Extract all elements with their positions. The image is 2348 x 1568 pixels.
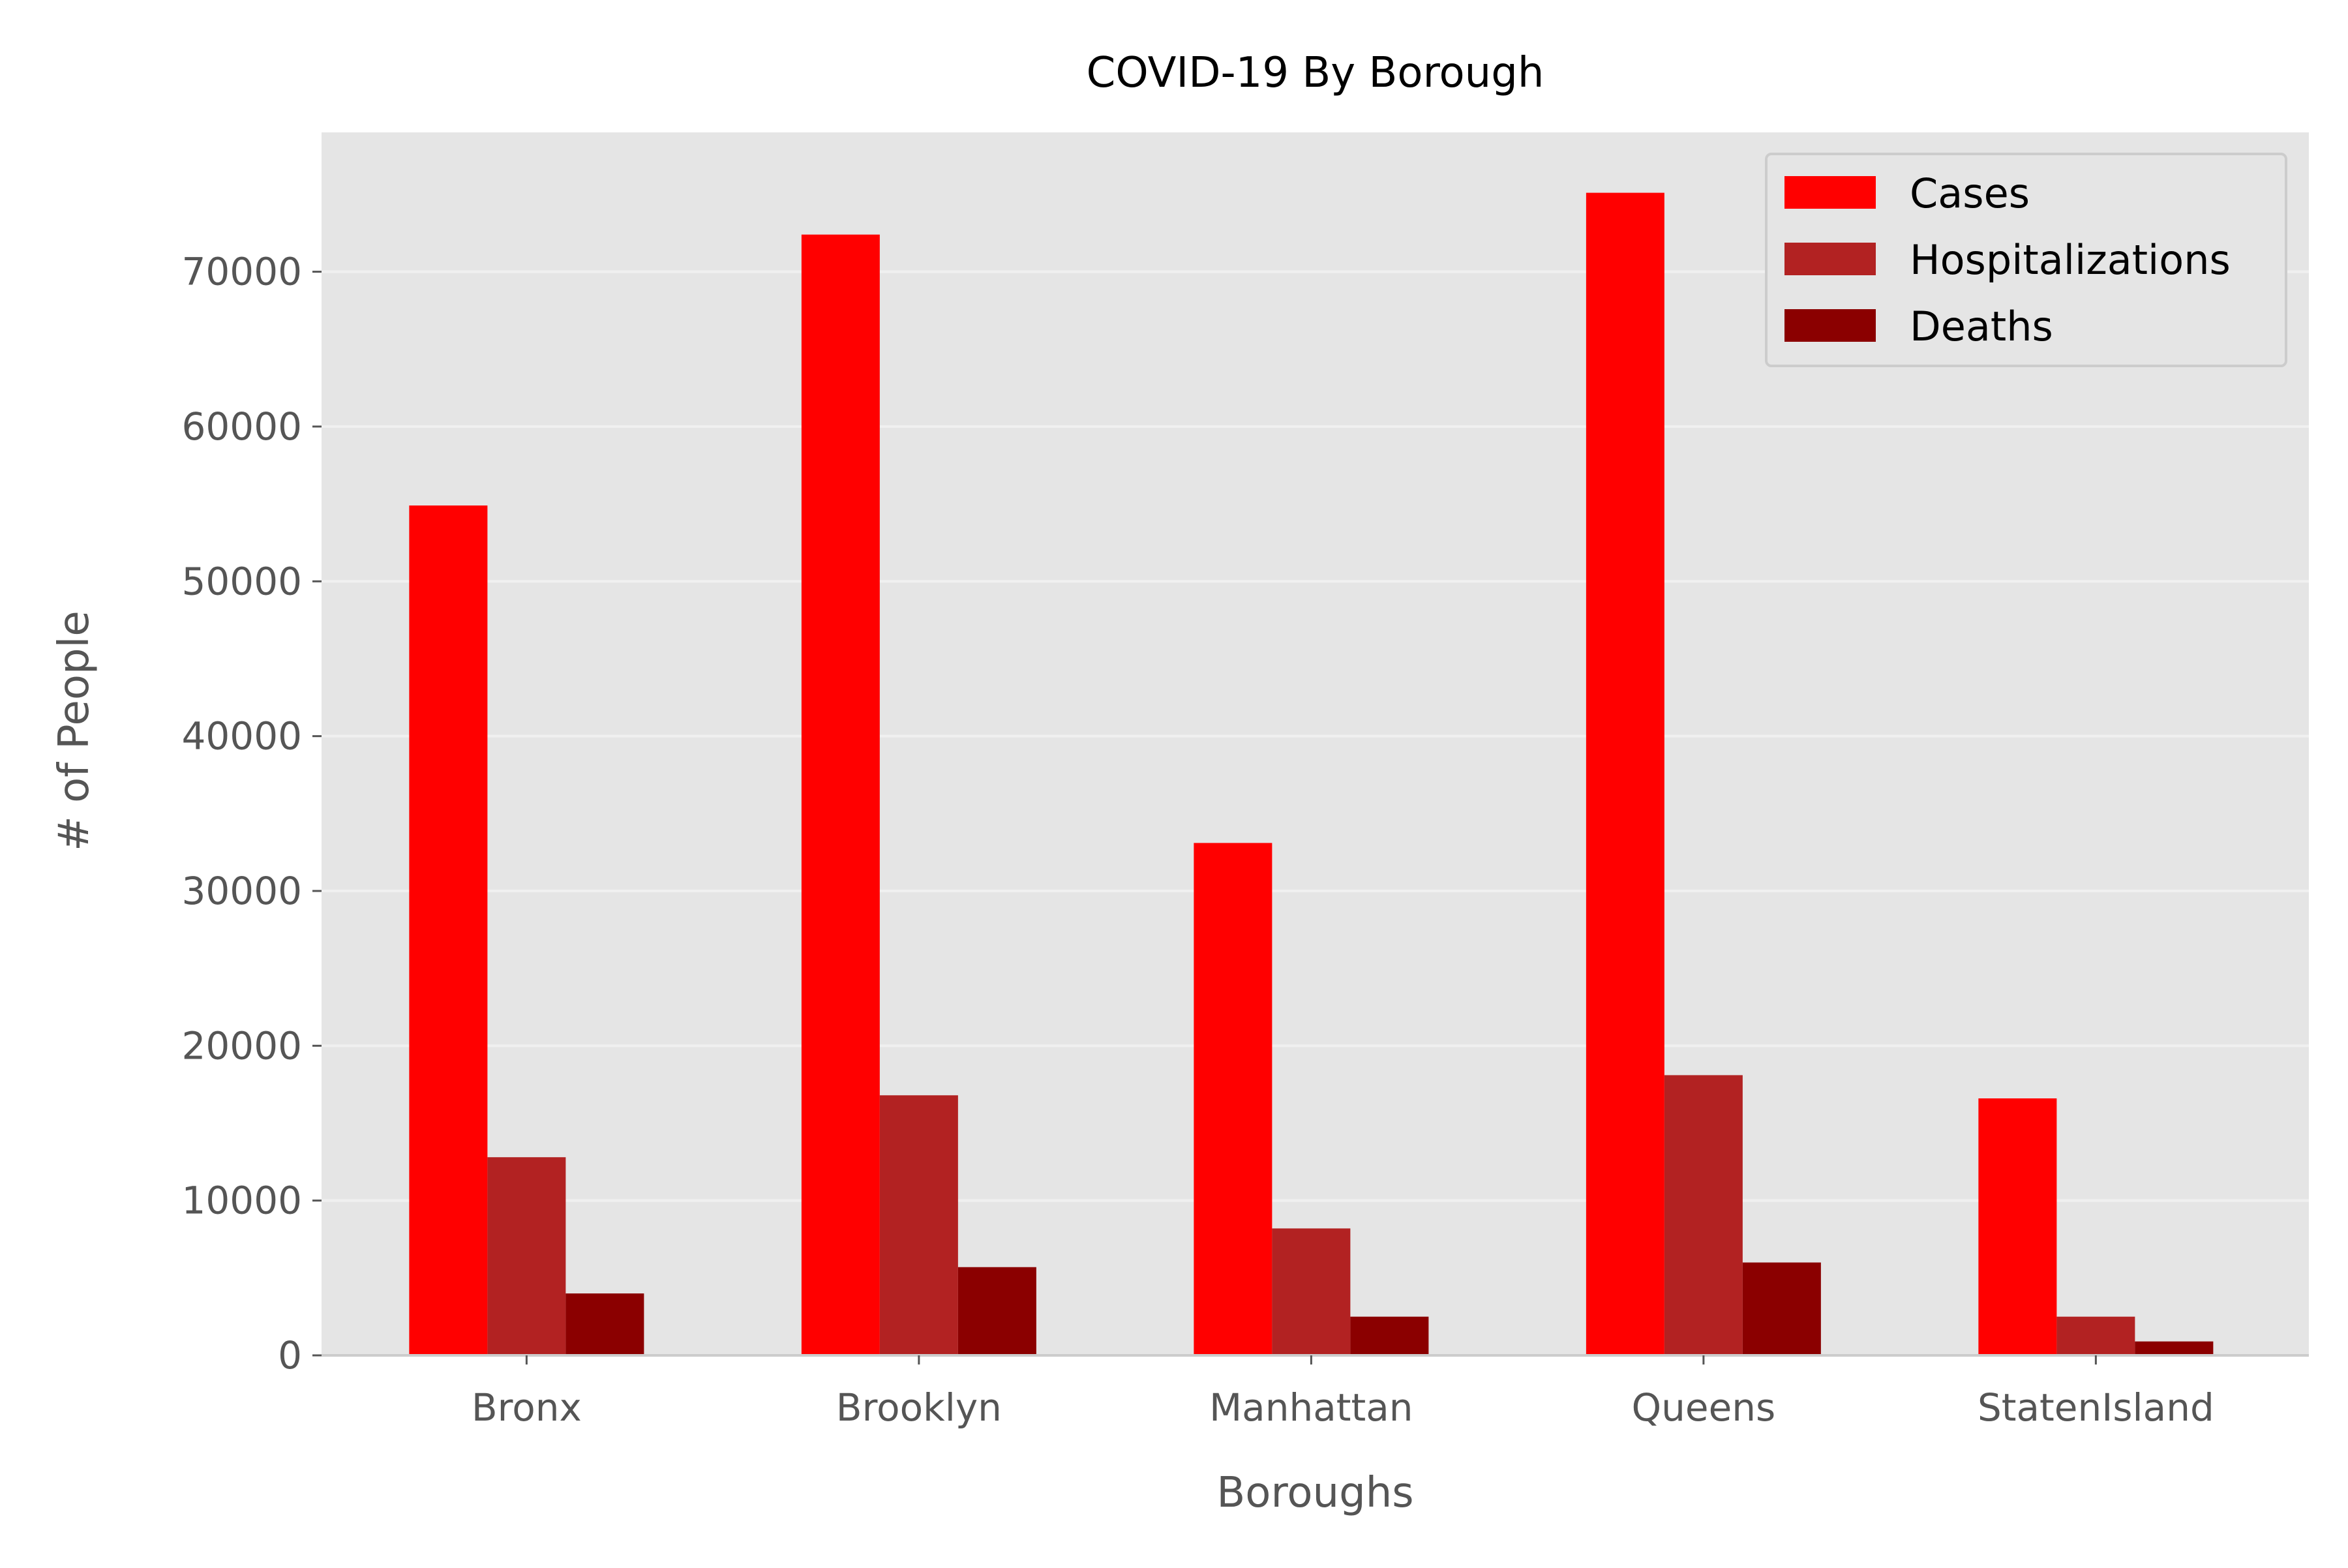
y-tick-label: 70000 — [181, 250, 302, 294]
bar-hospitalizations-bronx — [487, 1157, 566, 1355]
y-tick-label: 50000 — [181, 559, 302, 603]
bar-hospitalizations-manhattan — [1272, 1228, 1351, 1355]
y-axis-ticks: 0 10000 20000 30000 40000 50000 60000 70000 — [181, 250, 322, 1378]
legend: Cases Hospitalizations Deaths — [1765, 153, 2287, 367]
bar-cases-queens — [1586, 192, 1664, 1356]
legend-label: Cases — [1910, 170, 2030, 217]
legend-box — [1765, 153, 2287, 367]
x-tick-label: Manhattan — [1209, 1385, 1413, 1430]
bar-cases-manhattan — [1194, 843, 1272, 1355]
x-axis-ticks: Bronx Brooklyn Manhattan Queens StatenIsland — [472, 1355, 2214, 1430]
bar-deaths-statenisland — [2135, 1341, 2214, 1355]
y-tick-label: 20000 — [181, 1023, 302, 1068]
bar-deaths-queens — [1742, 1262, 1821, 1355]
bar-hospitalizations-statenisland — [2056, 1316, 2135, 1355]
legend-swatch — [1784, 309, 1876, 342]
bar-hospitalizations-queens — [1664, 1075, 1743, 1355]
bar-deaths-bronx — [565, 1293, 644, 1355]
bar-cases-statenisland — [1978, 1098, 2057, 1355]
bar-deaths-manhattan — [1350, 1316, 1429, 1355]
bar-cases-bronx — [409, 505, 488, 1355]
y-tick-label: 40000 — [181, 714, 302, 759]
y-tick-label: 30000 — [181, 869, 302, 913]
y-tick-label: 0 — [278, 1333, 302, 1378]
bar-cases-brooklyn — [801, 234, 880, 1356]
y-axis-label: # of People — [50, 611, 98, 851]
legend-label: Deaths — [1910, 303, 2053, 350]
x-tick-label: Brooklyn — [836, 1385, 1002, 1430]
legend-label: Hospitalizations — [1910, 236, 2231, 284]
bar-hospitalizations-brooklyn — [879, 1095, 958, 1355]
y-tick-label: 10000 — [181, 1179, 302, 1223]
x-tick-label: Bronx — [472, 1385, 582, 1430]
x-tick-label: Queens — [1631, 1385, 1775, 1430]
legend-swatch — [1784, 176, 1876, 209]
chart-title: COVID-19 By Borough — [1087, 49, 1544, 97]
x-axis-label: Boroughs — [1216, 1469, 1413, 1517]
legend-swatch — [1784, 243, 1876, 275]
bars — [409, 192, 2214, 1356]
y-tick-label: 60000 — [181, 404, 302, 449]
x-tick-label: StatenIsland — [1978, 1385, 2214, 1430]
bar-deaths-brooklyn — [957, 1267, 1036, 1355]
